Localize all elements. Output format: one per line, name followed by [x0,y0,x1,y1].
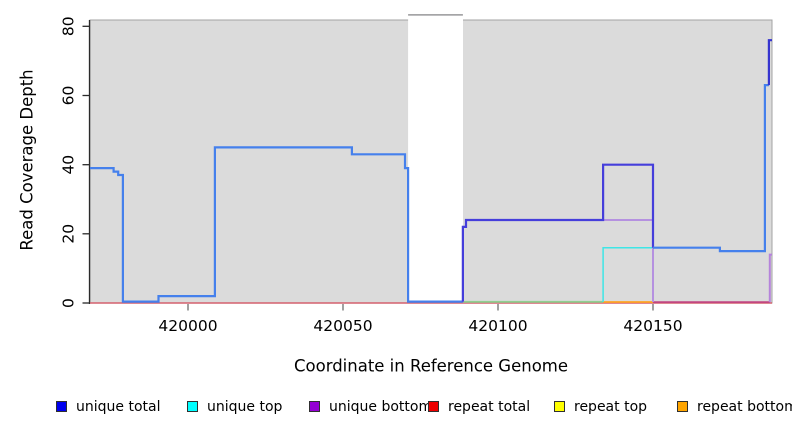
svg-text:420100: 420100 [468,317,527,335]
unique-total-end-peak [767,39,772,86]
y-axis: 0 20 40 60 80 [60,16,91,308]
unique-total-overlap-bottom [461,163,655,302]
legend-label: repeat total [448,399,531,415]
legend-label: repeat bottom [697,399,792,415]
legend-label: unique bottom [329,399,433,415]
legend-label: unique top [207,399,283,415]
unique-top-swatch-icon [187,401,198,412]
svg-text:80: 80 [60,16,78,36]
svg-text:60: 60 [60,86,78,106]
unique-bottom-swatch-icon [309,401,320,412]
svg-text:420050: 420050 [313,317,372,335]
unique-total-swatch-icon [56,401,67,412]
series-lines [90,39,772,304]
x-axis-title: Coordinate in Reference Genome [293,356,569,376]
legend-label: unique total [76,399,161,415]
svg-text:420000: 420000 [158,317,217,335]
unique-total-left [90,146,463,303]
masked-region [408,14,463,303]
legend-label: repeat top [574,399,648,415]
repeat-total-swatch-icon [428,401,439,412]
y-axis-title: Read Coverage Depth [17,69,37,251]
repeat-bottom-swatch-icon [677,401,688,412]
svg-text:0: 0 [60,298,78,308]
repeat-top-swatch-icon [554,401,565,412]
svg-text:40: 40 [60,155,78,175]
svg-text:420150: 420150 [623,317,682,335]
svg-text:20: 20 [60,224,78,244]
unique-bottom-end-rise [768,253,772,303]
unique-total-right [653,83,769,253]
x-axis: 420000 420050 420100 420150 [158,304,683,335]
